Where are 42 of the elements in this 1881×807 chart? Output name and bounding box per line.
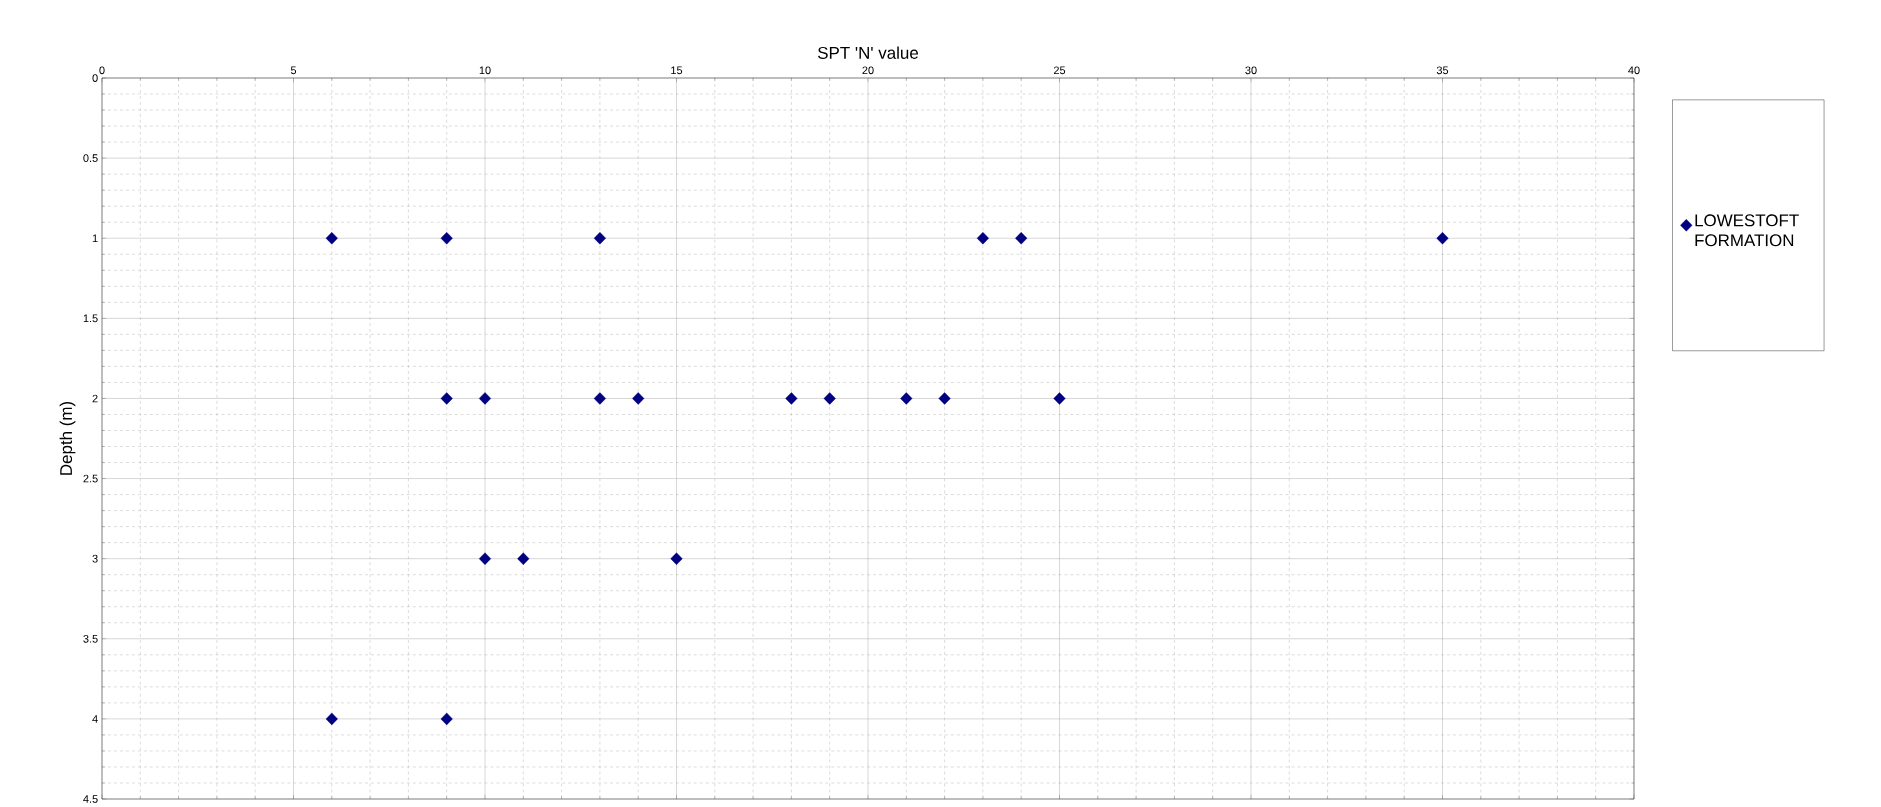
y-tick-label: 1.5 [83,314,98,323]
point [1053,392,1066,405]
y-tick-label: 2 [92,394,98,403]
point [785,392,798,405]
x-tick-label: 0 [99,66,105,75]
y-tick-label: 3.5 [83,634,98,643]
point [823,392,836,405]
point [1015,232,1028,245]
point [632,392,645,405]
point [440,712,453,726]
point [440,392,453,405]
point [517,552,530,565]
point [593,232,606,245]
y-tick-label: 1 [92,234,98,242]
point [1436,232,1449,245]
x-tick-label: 30 [1245,66,1257,75]
y-tick-label: 2.5 [83,474,98,483]
x-tick-label: 35 [1436,66,1449,75]
y-tick-label: 3 [92,554,98,563]
x-tick-label: 40 [1628,66,1640,75]
point [325,712,338,726]
point [670,552,683,565]
x-tick-label: 20 [862,66,874,75]
point [478,552,492,565]
point [325,232,338,245]
point [478,392,492,405]
x-axis-title: SPT 'N' value [818,46,918,59]
x-tick-label: 25 [1053,66,1066,75]
y-tick-label: 0.5 [83,154,98,162]
x-tick-label: 15 [671,66,683,75]
point [440,232,453,245]
y-tick-label: 0 [92,74,98,82]
point [938,392,951,405]
y-tick-label: 4.5 [83,795,98,803]
x-tick-label: 10 [479,66,491,75]
y-tick-label: 4 [92,715,98,723]
legend-label: LOWESTOFT FORMATION [1695,214,1799,247]
y-axis-title: Depth (m) [59,401,76,475]
point [900,392,913,405]
point [593,392,606,405]
x-tick-label: 5 [290,66,297,75]
point [976,232,989,245]
